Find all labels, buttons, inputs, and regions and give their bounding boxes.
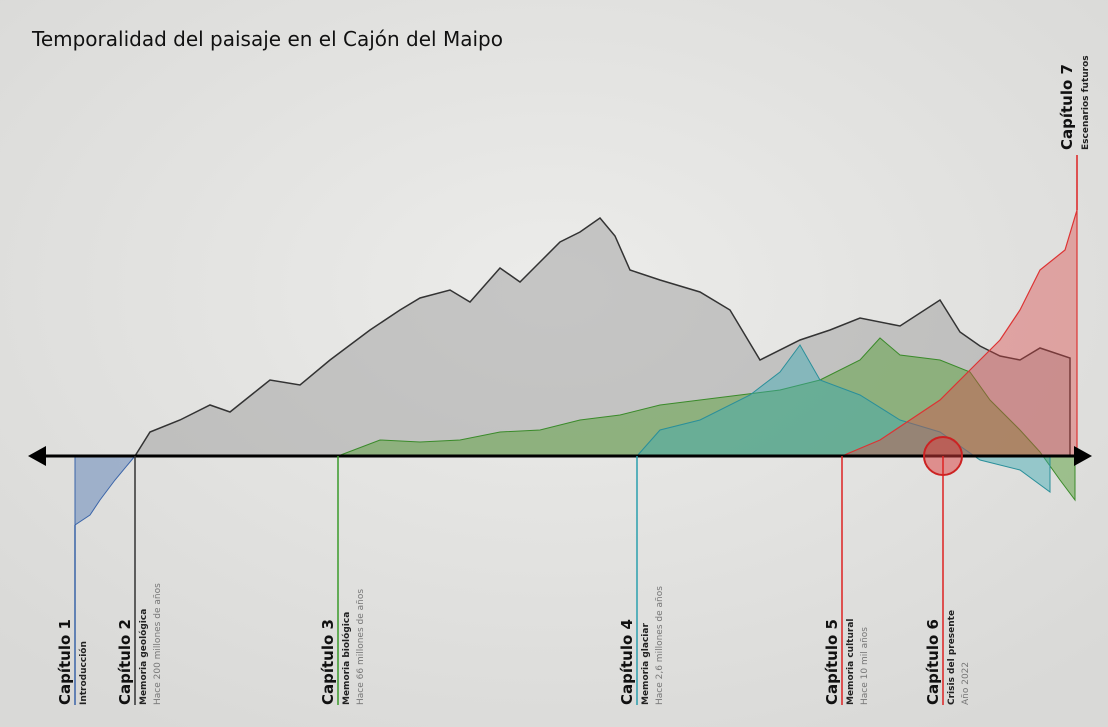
chapter-title: Capítulo 6 <box>924 619 942 705</box>
chapter-title: Capítulo 5 <box>823 619 841 705</box>
chapter-title: Capítulo 4 <box>618 619 636 705</box>
chapter-date: Año 2022 <box>961 662 971 705</box>
chapter-date: Hace 200 millones de años <box>153 583 163 705</box>
chapter-date: Hace 10 mil años <box>860 627 870 705</box>
chapter-date: Hace 66 millones de años <box>356 589 366 705</box>
chapter-subtitle: Memoria glaciar <box>641 623 651 705</box>
chapter-title: Capítulo 7 <box>1058 64 1076 150</box>
chapter-subtitle: Memoria cultural <box>846 619 856 705</box>
chapter-title: Capítulo 3 <box>319 619 337 705</box>
chapter-date: Hace 2,6 millones de años <box>655 586 665 705</box>
chapter-subtitle: Introducción <box>78 641 89 705</box>
chapter-subtitle: Memoria biológica <box>341 612 352 705</box>
timeline: Temporalidad del paisaje en el Cajón del… <box>0 0 1108 727</box>
chapter-subtitle: Escenarios futuros <box>1081 55 1091 150</box>
title: Temporalidad del paisaje en el Cajón del… <box>31 27 503 51</box>
chapter-title: Capítulo 1 <box>56 619 74 705</box>
chapter-subtitle: Memoria geológica <box>138 609 149 705</box>
chapter-title: Capítulo 2 <box>116 619 134 705</box>
chapter-subtitle: Crisis del presente <box>947 610 957 705</box>
